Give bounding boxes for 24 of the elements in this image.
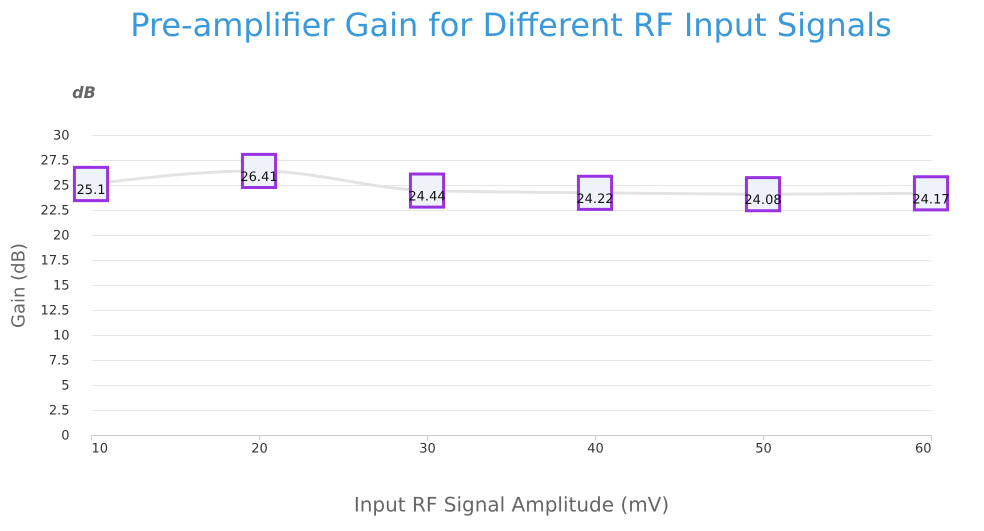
y-tick-label: 17.5 [40, 254, 70, 268]
y-tick-label: 30 [52, 128, 70, 144]
y-tick-label: 25 [52, 178, 70, 194]
x-axis-title: Input RF Signal Amplitude (mV) [354, 492, 670, 516]
x-tick-label: 30 [419, 442, 436, 456]
y-tick-label: 0 [61, 428, 70, 444]
y-tick-label: 15 [52, 278, 70, 294]
y-tick-label: 27.5 [40, 154, 70, 168]
y-axis-title: Gain (dB) [8, 243, 30, 328]
x-tick-label: 20 [251, 442, 268, 456]
x-tick-label: 50 [755, 442, 772, 456]
chart-title: Pre-amplifier Gain for Different RF Input Signals [130, 6, 892, 44]
y-tick-label: 2.5 [48, 404, 70, 418]
x-tick-label: 40 [587, 442, 604, 456]
y-tick-label: 7.5 [48, 354, 70, 368]
x-tick-label: 60 [914, 442, 932, 456]
text: dB [72, 83, 96, 102]
data-label: 25.1 [76, 183, 106, 198]
y-tick-label: 5 [61, 378, 70, 394]
y-tick-label: 20 [52, 228, 70, 244]
y-tick-label: 22.5 [40, 204, 70, 218]
y-tick-label: 12.5 [40, 304, 70, 318]
y-tick-label: 10 [52, 328, 70, 344]
x-tick-label: 10 [92, 442, 108, 456]
